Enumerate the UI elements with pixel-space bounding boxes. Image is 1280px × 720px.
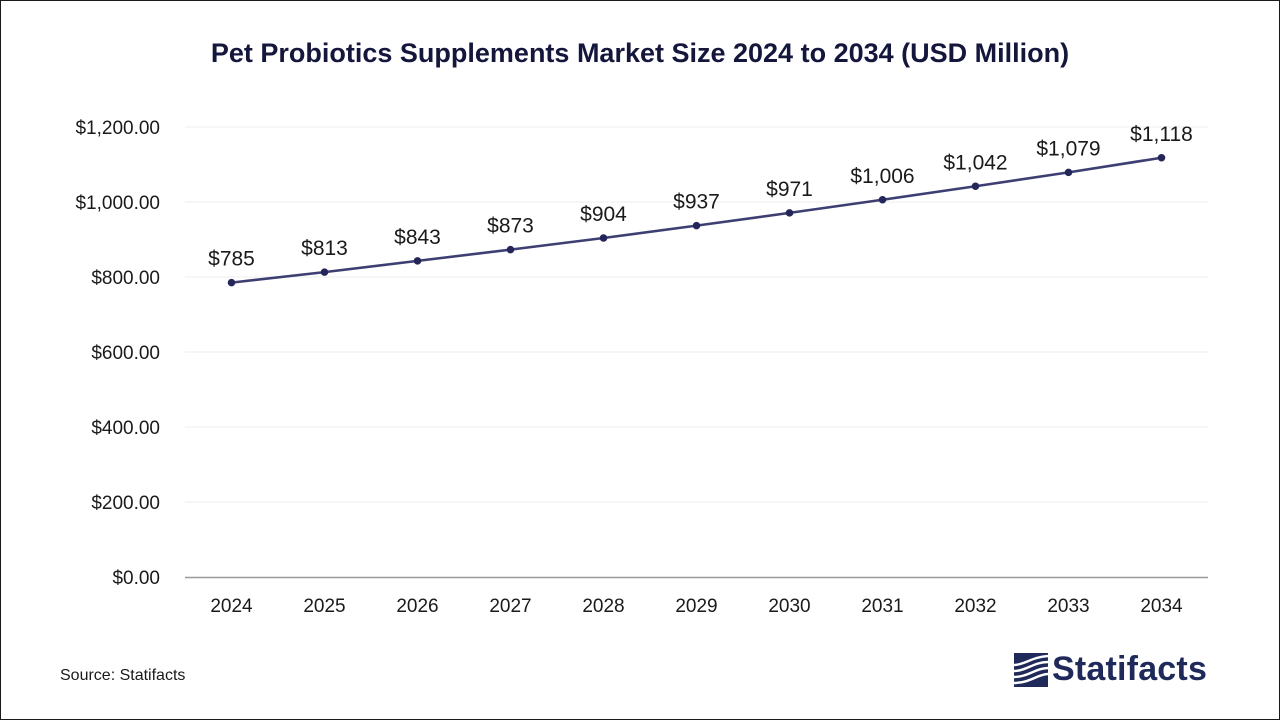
x-tick-label: 2025 (303, 596, 345, 617)
y-tick-label: $1,200.00 (75, 118, 160, 139)
data-point (878, 195, 887, 204)
gridlines (185, 126, 1208, 503)
data-point (1157, 153, 1166, 162)
x-tick-label: 2026 (396, 596, 438, 617)
data-label: $1,042 (943, 151, 1007, 174)
data-labels: $785 $813 $843 $873 $904 $937 $971 $1,006 $1,042… (208, 123, 1193, 271)
series-line (231, 156, 1162, 284)
x-tick-label: 2034 (1140, 596, 1183, 617)
y-tick-label: $0.00 (112, 568, 160, 589)
data-label: $1,006 (850, 165, 914, 188)
data-label: $1,118 (1130, 123, 1193, 146)
x-tick-label: 2027 (489, 596, 531, 617)
data-label: $1,079 (1036, 137, 1100, 160)
x-tick-label: 2024 (210, 596, 253, 617)
source-note: Source: Statifacts (60, 667, 186, 684)
x-tick-label: 2031 (861, 596, 903, 617)
data-point (227, 278, 236, 287)
data-point (692, 221, 701, 230)
x-tick-label: 2032 (954, 596, 996, 617)
data-point (320, 268, 329, 276)
y-tick-label: $600.00 (91, 343, 160, 364)
data-label: $904 (580, 203, 627, 226)
y-tick-label: $800.00 (91, 268, 160, 289)
data-label: $843 (394, 226, 441, 249)
y-tick-label: $1,000.00 (75, 193, 160, 214)
data-point (599, 234, 608, 242)
data-label: $971 (766, 178, 813, 201)
y-tick-label: $200.00 (91, 493, 160, 514)
data-point (506, 245, 515, 254)
x-axis-ticks: 2024 2025 2026 2027 2028 2029 2030 2031 2032 2033… (210, 596, 1183, 617)
data-point (1064, 168, 1073, 177)
data-point (971, 182, 980, 191)
data-label: $785 (208, 248, 255, 271)
statifacts-logo-text: Statifacts (1052, 650, 1208, 688)
x-tick-label: 2030 (768, 596, 810, 617)
data-point (785, 209, 794, 217)
x-tick-label: 2029 (675, 596, 717, 617)
statifacts-logo: Statifacts (1014, 650, 1207, 689)
data-point (413, 257, 422, 265)
x-tick-label: 2033 (1047, 596, 1089, 617)
data-label: $873 (487, 215, 534, 238)
data-label: $937 (673, 191, 720, 214)
data-points (227, 153, 1166, 287)
y-tick-label: $400.00 (91, 418, 160, 439)
chart-title: Pet Probiotics Supplements Market Size 2… (210, 38, 1070, 68)
data-label: $813 (301, 237, 348, 260)
x-tick-label: 2028 (582, 596, 624, 617)
statifacts-logo-icon (1014, 652, 1048, 687)
y-axis-ticks: $0.00 $200.00 $400.00 $600.00 $800.00 $1,000.… (75, 118, 160, 589)
